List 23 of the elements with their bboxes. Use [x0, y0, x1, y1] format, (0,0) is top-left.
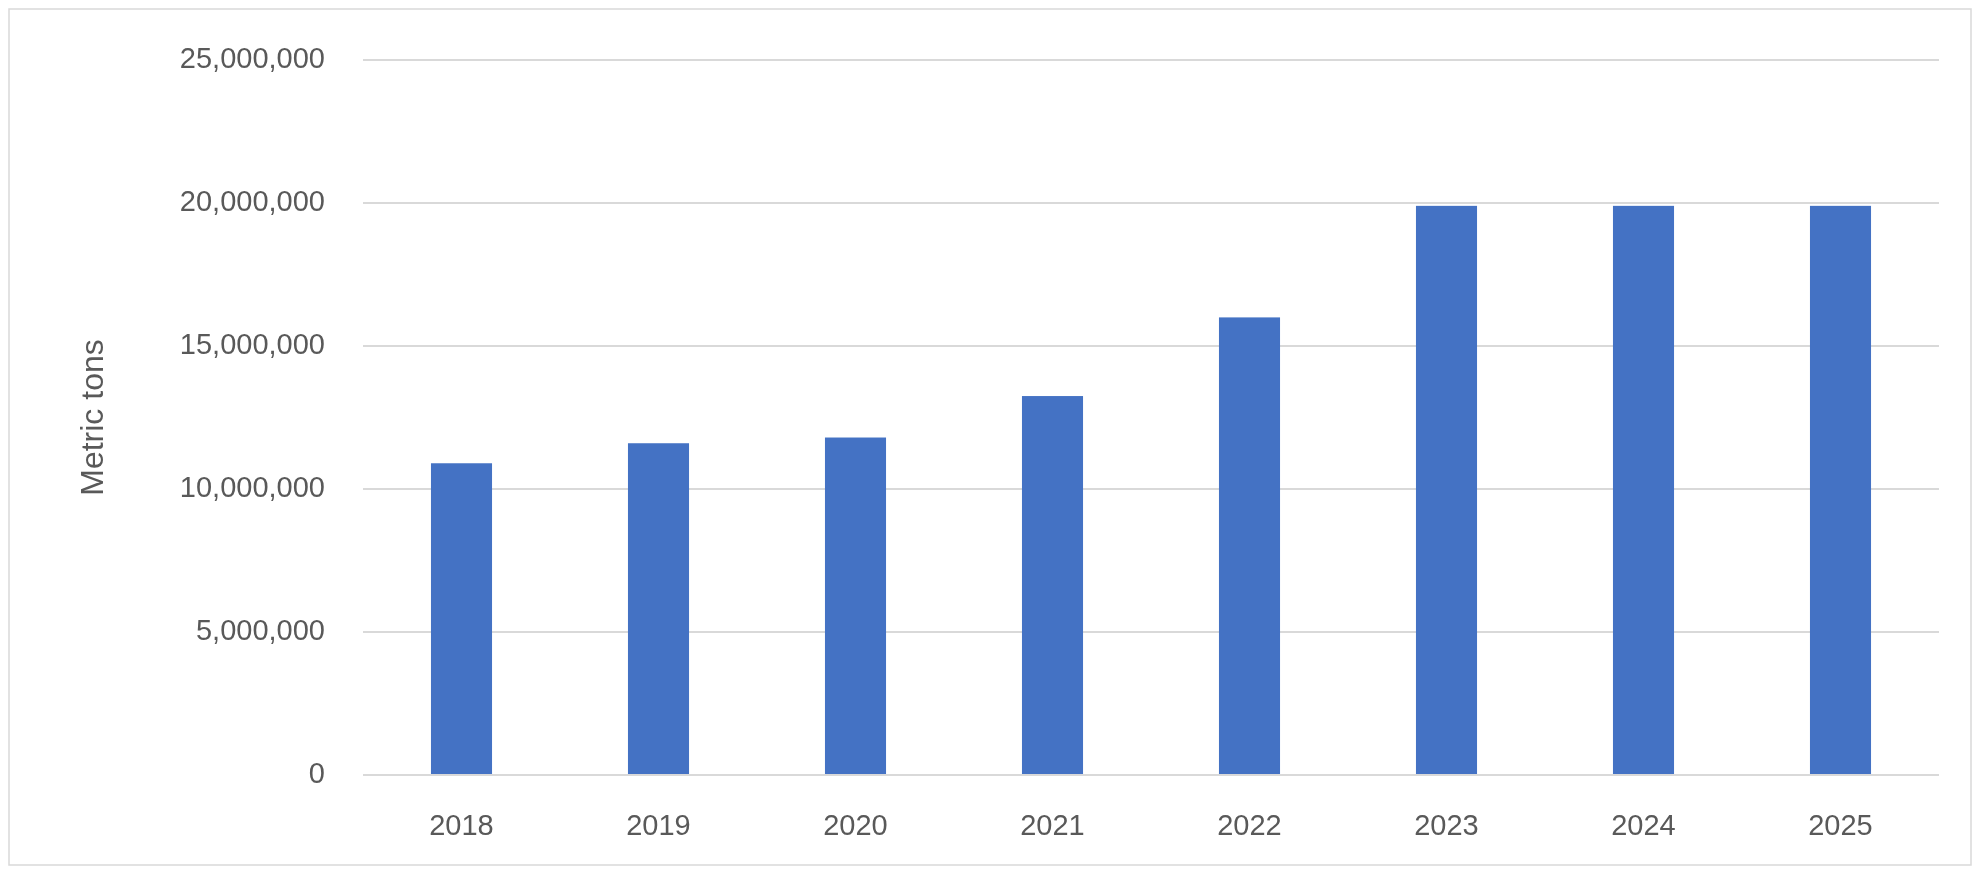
x-tick-label: 2022 — [1217, 809, 1282, 841]
y-tick-label: 20,000,000 — [179, 184, 325, 217]
x-tick-label: 2024 — [1611, 809, 1676, 841]
bar — [627, 443, 690, 775]
x-tick-label: 2018 — [429, 809, 494, 841]
x-tick-label: 2025 — [1808, 809, 1873, 841]
y-tick-label: 10,000,000 — [179, 470, 325, 503]
bar — [1612, 205, 1675, 775]
bar — [824, 437, 887, 775]
y-tick-label: 0 — [308, 756, 325, 789]
x-tick-label: 2023 — [1414, 809, 1479, 841]
x-tick-label: 2021 — [1020, 809, 1085, 841]
y-tick-label: 5,000,000 — [195, 613, 325, 646]
x-tick-label: 2020 — [823, 809, 888, 841]
bar — [430, 463, 493, 775]
y-tick-label: 25,000,000 — [179, 41, 325, 74]
y-tick-label: 15,000,000 — [179, 327, 325, 360]
bar — [1809, 205, 1872, 775]
bar — [1415, 205, 1478, 775]
bar — [1218, 317, 1281, 775]
y-axis-title: Metric tons — [74, 339, 110, 496]
bar — [1021, 396, 1084, 775]
x-tick-label: 2019 — [626, 809, 691, 841]
